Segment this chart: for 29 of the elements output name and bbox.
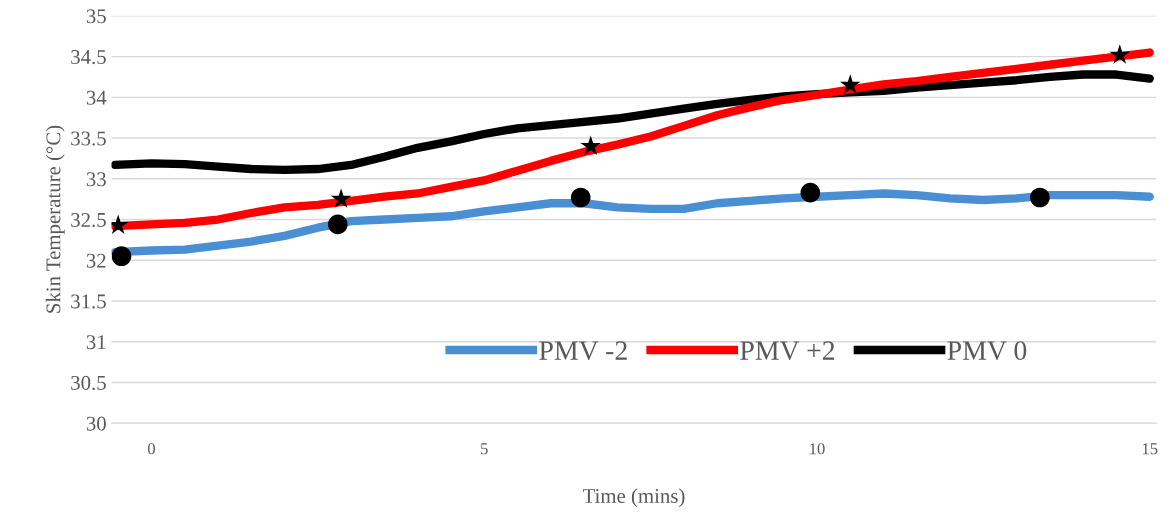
point: [1109, 44, 1131, 64]
point: [1030, 187, 1050, 208]
y-tick-label: 33: [86, 172, 106, 187]
point: [327, 214, 348, 235]
y-tick-label: 32: [86, 253, 106, 268]
point: [580, 135, 601, 155]
y-tick-label: 32.5: [71, 212, 106, 228]
point: [330, 188, 352, 208]
point: [840, 74, 861, 94]
y-tick-label: 30.5: [71, 375, 106, 390]
y-tick-label: 31: [86, 335, 106, 350]
point: [800, 182, 821, 203]
point: [570, 187, 591, 208]
x-tick-label: 5: [481, 443, 488, 455]
point: [111, 246, 132, 267]
x-tick-label: 15: [1142, 443, 1158, 455]
x-tick-label: 10: [810, 443, 825, 455]
y-axis-title: Skin Temperature (°C): [45, 125, 65, 313]
y-tick-label: 34: [86, 90, 107, 105]
y-tick-label: 34.5: [71, 50, 106, 65]
y-tick-label: 33.5: [71, 131, 106, 146]
legend-label: PMV 0: [947, 341, 1027, 361]
y-tick-label: 35: [86, 9, 106, 24]
y-tick-label: 31.5: [71, 294, 106, 309]
y-tick-label: 30: [86, 416, 106, 431]
legend-label: PMV -2: [539, 341, 627, 361]
x-tick-label: 0: [147, 443, 155, 455]
x-axis-title: Time (mins): [582, 488, 685, 508]
legend-label: PMV +2: [740, 341, 835, 361]
